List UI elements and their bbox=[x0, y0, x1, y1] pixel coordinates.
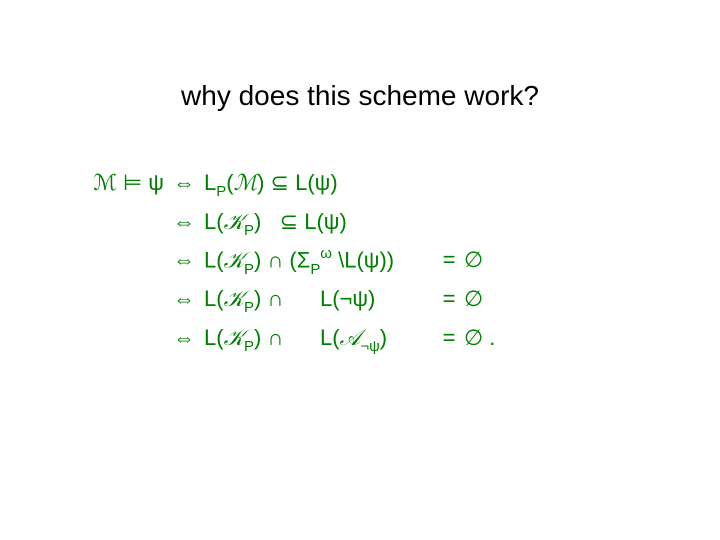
empty-0 bbox=[462, 165, 497, 204]
math-row: ⇔ L(𝒦P) ∩ (ΣPω \L(ψ)) = ∅ bbox=[90, 242, 497, 281]
empty-2: ∅ bbox=[462, 242, 497, 281]
math-row: ⇔ L(𝒦P) ∩ L(¬ψ) = ∅ bbox=[90, 281, 497, 320]
iff-symbol: ⇔ bbox=[166, 204, 202, 243]
iff-symbol: ⇔ bbox=[166, 281, 202, 320]
eq-2: = bbox=[436, 242, 462, 281]
empty-1 bbox=[462, 204, 497, 243]
rhs-2: L(𝒦P) ∩ (ΣPω \L(ψ)) bbox=[202, 242, 436, 281]
eq-0 bbox=[436, 165, 462, 204]
math-row: ℳ ⊨ ψ ⇔ LP(ℳ) ⊆ L(ψ) bbox=[90, 165, 497, 204]
rhs-0: LP(ℳ) ⊆ L(ψ) bbox=[202, 165, 436, 204]
rhs-1: L(𝒦P) ⊆ L(ψ) bbox=[202, 204, 436, 243]
eq-3: = bbox=[436, 281, 462, 320]
slide: { "title": "why does this scheme work?",… bbox=[0, 0, 720, 540]
math-row: ⇔ L(𝒦P) ⊆ L(ψ) bbox=[90, 204, 497, 243]
iff-symbol: ⇔ bbox=[166, 320, 202, 359]
eq-1 bbox=[436, 204, 462, 243]
math-table: ℳ ⊨ ψ ⇔ LP(ℳ) ⊆ L(ψ) ⇔ L(𝒦P) ⊆ L(ψ) ⇔ L(… bbox=[90, 165, 497, 358]
eq-4: = bbox=[436, 320, 462, 359]
math-row: ⇔ L(𝒦P) ∩ L(𝒜¬ψ) = ∅ . bbox=[90, 320, 497, 359]
slide-title: why does this scheme work? bbox=[0, 80, 720, 112]
iff-symbol: ⇔ bbox=[166, 165, 202, 204]
rhs-3: L(𝒦P) ∩ L(¬ψ) bbox=[202, 281, 436, 320]
rhs-4: L(𝒦P) ∩ L(𝒜¬ψ) bbox=[202, 320, 436, 359]
empty-4: ∅ . bbox=[462, 320, 497, 359]
iff-symbol: ⇔ bbox=[166, 242, 202, 281]
equivalence-chain: ℳ ⊨ ψ ⇔ LP(ℳ) ⊆ L(ψ) ⇔ L(𝒦P) ⊆ L(ψ) ⇔ L(… bbox=[90, 165, 497, 358]
premise-lhs: ℳ ⊨ ψ bbox=[90, 165, 166, 204]
empty-3: ∅ bbox=[462, 281, 497, 320]
